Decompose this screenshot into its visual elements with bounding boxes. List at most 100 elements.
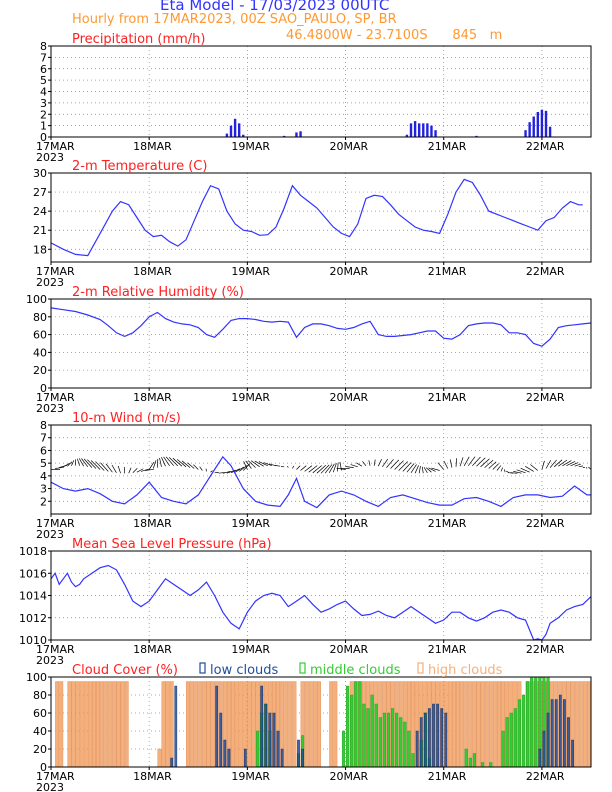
high-cloud-bar (210, 681, 215, 768)
high-cloud-bar (190, 681, 195, 768)
high-cloud-bar (492, 681, 497, 768)
low-cloud-bar (223, 739, 227, 768)
wind-year-label: 2023 (36, 528, 64, 541)
high-cloud-bar (476, 681, 481, 768)
high-cloud-bar (75, 681, 80, 768)
middle-cloud-bar (399, 717, 403, 768)
precip-xtick-label: 22MAR (526, 140, 565, 153)
middle-cloud-bar (526, 681, 530, 768)
low-cloud-bar (538, 748, 542, 768)
high-cloud-bar (456, 681, 460, 768)
high-cloud-bar (251, 681, 256, 768)
temp-ytick-label: 21 (33, 224, 47, 237)
wind-arrow (368, 460, 371, 466)
low-cloud-bar (215, 685, 219, 768)
wind-arrow (545, 460, 552, 469)
wind-arrow (163, 456, 170, 467)
middle-cloud-bar (341, 730, 346, 768)
precip-xtick-label: 20MAR (330, 140, 369, 153)
legend-middle-clouds: middle clouds (310, 663, 401, 678)
middle-cloud-bar (517, 699, 521, 768)
middle-cloud-bar (350, 694, 354, 768)
wind-arrow (356, 462, 363, 467)
high-cloud-bar (124, 681, 129, 768)
high-cloud-bar (304, 681, 309, 768)
cloud-ytick-label: 20 (33, 743, 47, 756)
low-cloud-bar (419, 717, 423, 768)
temp-xtick-label: 20MAR (330, 265, 369, 278)
cloud-panel: 0 20 40 60 80 100 17MAR 18MAR 19MAR 20MAR 21MAR 22M… (26, 662, 592, 792)
wind-arrow (553, 459, 563, 468)
low-cloud-bar (276, 730, 280, 768)
wind-arrow (324, 464, 333, 474)
precip-bar (426, 123, 429, 137)
wind-arrow (312, 465, 322, 474)
cloud-xtick-label: 20MAR (330, 770, 369, 783)
wind-arrow (55, 466, 64, 469)
high-cloud-bar (165, 681, 170, 768)
wind-arrow (263, 462, 273, 467)
wind-arrow (193, 464, 199, 470)
precip-bar (409, 123, 413, 137)
temp-xtick-label: 19MAR (231, 265, 270, 278)
wind-arrow (132, 468, 138, 474)
wind-arrow (67, 461, 73, 467)
high-cloud-bar (587, 681, 591, 768)
wind-arrow (410, 464, 417, 473)
wind-arrow (63, 463, 70, 468)
high-cloud-bar (206, 681, 211, 768)
wind-arrow (105, 463, 113, 473)
precip-bar (417, 123, 421, 137)
wind-arrow (562, 460, 572, 467)
wind-arrow (541, 460, 545, 470)
precip-ytick-label: 8 (40, 40, 47, 53)
middle-cloud-bar (346, 685, 350, 768)
precip-bar (237, 123, 241, 137)
wind-arrow (117, 465, 121, 474)
high-cloud-bar (582, 681, 587, 768)
mslp-series-line (50, 564, 592, 641)
low-cloud-bar (558, 694, 562, 768)
high-cloud-bar (452, 681, 456, 768)
temp-year-label: 2023 (36, 276, 64, 289)
temp-ytick-label: 18 (33, 243, 47, 256)
middle-cloud-bar (395, 712, 399, 768)
low-cloud-bar (243, 748, 247, 768)
low-cloud-bar (264, 703, 268, 768)
wind-arrow (165, 456, 174, 466)
precip-bar (242, 134, 245, 137)
wind-arrow (328, 463, 335, 473)
wind-arrow (176, 459, 187, 468)
precip-bar (524, 130, 527, 137)
wind-title: 10-m Wind (m/s) (72, 411, 181, 426)
precip-ytick-label: 5 (40, 74, 47, 87)
rh-year-label: 2023 (36, 402, 64, 415)
temp-title: 2-m Temperature (C) (72, 159, 207, 174)
high-cloud-bar (92, 681, 96, 768)
precip-year-label: 2023 (36, 151, 64, 164)
low-cloud-bar (432, 703, 435, 768)
wind-series-line (50, 455, 591, 509)
precip-bar (405, 134, 409, 137)
wind-arrow (304, 465, 313, 472)
rh-xtick-label: 18MAR (133, 391, 172, 404)
low-cloud-bar (268, 712, 272, 768)
wind-arrow (530, 464, 539, 471)
wind-arrow (332, 463, 337, 473)
low-cloud-bar (444, 712, 448, 768)
precip-bar (475, 135, 478, 137)
precip-title: Precipitation (mm/h) (72, 32, 205, 47)
wind-arrow (187, 462, 195, 469)
rh-ytick-label: 20 (33, 364, 47, 377)
low-cloud-bar (415, 730, 419, 768)
wind-arrow (504, 469, 506, 473)
wind-xtick-label: 19MAR (231, 517, 270, 530)
wind-arrow (250, 460, 260, 468)
wind-arrow (570, 462, 579, 467)
temp-ytick-label: 24 (33, 205, 47, 218)
high-cloud-bar (235, 681, 240, 768)
wind-arrow (421, 466, 424, 474)
wind-arrow (71, 460, 75, 466)
location-info: 46.4800W - 23.7100S 845 m (286, 28, 503, 43)
